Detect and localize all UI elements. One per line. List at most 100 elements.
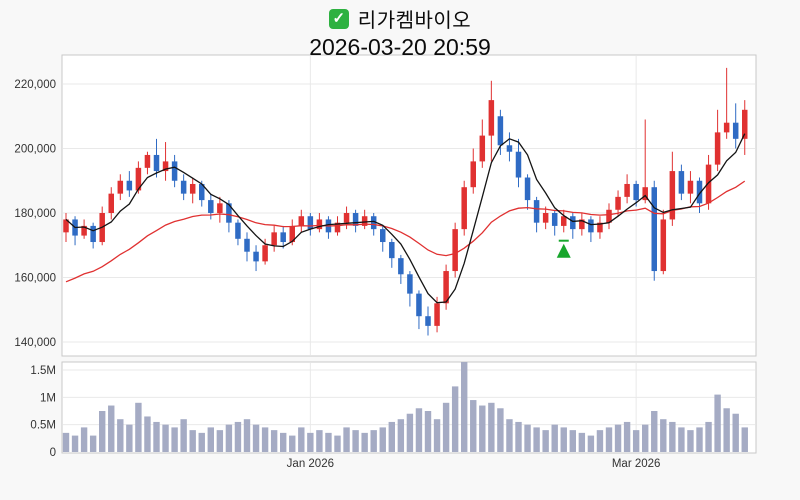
- candle-body: [361, 216, 368, 226]
- volume-bar: [162, 424, 169, 452]
- candle-body: [135, 167, 142, 191]
- ma-fast-line: [65, 133, 746, 304]
- volume-bar: [451, 386, 459, 452]
- candle-body: [452, 229, 458, 272]
- volume-bar: [198, 432, 205, 452]
- candle-body: [542, 213, 549, 223]
- candle-body: [316, 219, 323, 230]
- buy-signal-triangle-icon: [556, 239, 571, 258]
- chart-datetime: 2026-03-20 20:59: [309, 34, 491, 60]
- candle-body: [253, 251, 259, 262]
- volume-bar: [216, 430, 224, 452]
- volume-bar: [243, 419, 251, 452]
- candle-body: [280, 232, 286, 243]
- candle-body: [352, 213, 359, 226]
- candle-body: [307, 216, 314, 230]
- volume-bar: [741, 427, 748, 452]
- volume-bar: [433, 419, 441, 452]
- candle-body: [416, 293, 422, 317]
- candle-body: [171, 161, 178, 181]
- stock-name: 리가켐바이오: [357, 10, 472, 32]
- volume-bar: [189, 430, 196, 452]
- volume-bar: [524, 424, 531, 452]
- candle-body: [153, 154, 160, 172]
- volume-bar: [234, 421, 242, 452]
- candle-body: [189, 183, 196, 194]
- chart-header: ✓ 리가켐바이오 2026-03-20 20:59: [0, 0, 800, 61]
- candle-body: [334, 222, 341, 233]
- candle-body: [343, 213, 350, 223]
- volume-bar: [533, 427, 540, 452]
- candle-body: [479, 135, 486, 162]
- candle-body: [696, 180, 703, 204]
- volume-bar: [470, 400, 477, 452]
- candle-body: [669, 171, 676, 220]
- candle-body: [497, 116, 504, 146]
- volume-bar: [587, 435, 595, 452]
- candle-body: [434, 303, 440, 326]
- volume-bar: [207, 427, 214, 452]
- candle-body: [570, 216, 576, 230]
- volume-bar: [660, 419, 667, 452]
- volume-bar: [289, 435, 296, 452]
- candle-body: [370, 216, 377, 230]
- candle-body: [380, 229, 386, 243]
- volume-bar: [596, 430, 604, 452]
- date-tick-label: Jan 2026: [287, 458, 334, 470]
- candle-body: [579, 219, 585, 230]
- candle-body: [678, 171, 685, 194]
- candle-body: [389, 242, 395, 259]
- volume-bar: [497, 408, 504, 452]
- volume-tick-label: 1M: [40, 392, 56, 404]
- volume-bar: [99, 411, 106, 452]
- volume-bars-layer: [62, 362, 748, 452]
- volume-bar: [80, 427, 88, 452]
- price-tick-label: 140,000: [14, 337, 56, 349]
- candle-body: [506, 145, 513, 152]
- axis-labels: 220,000 200,000 180,000 160,000 140,000 1.5M 1…: [14, 79, 660, 470]
- price-tick-label: 180,000: [14, 208, 56, 220]
- volume-bar: [370, 430, 377, 452]
- volume-bar: [261, 427, 269, 452]
- volume-bar: [551, 424, 558, 452]
- volume-bar: [126, 424, 133, 452]
- candle-body: [687, 180, 694, 194]
- volume-bar: [705, 421, 712, 452]
- volume-bar: [714, 394, 721, 452]
- volume-tick-label: 1.5M: [30, 365, 56, 377]
- volume-bar: [316, 430, 323, 452]
- candle-body: [714, 132, 721, 165]
- volume-bar: [225, 424, 233, 452]
- candle-body: [588, 219, 594, 233]
- candle-body: [199, 183, 205, 201]
- volume-bar: [415, 408, 423, 452]
- candle-body: [633, 183, 639, 201]
- volume-bar: [687, 430, 694, 452]
- volume-bar: [461, 362, 468, 452]
- candle-body: [561, 216, 567, 226]
- volume-bar: [651, 411, 658, 452]
- volume-bar: [71, 435, 79, 452]
- candle-body: [208, 200, 214, 213]
- volume-bar: [569, 430, 576, 452]
- volume-bar: [488, 402, 495, 452]
- candle-body: [597, 222, 603, 233]
- candle-body: [226, 203, 232, 223]
- candle-body: [271, 232, 277, 246]
- volume-tick-label: 0.5M: [30, 420, 56, 432]
- candle-body: [407, 274, 413, 294]
- candle-body: [144, 154, 151, 168]
- price-panel: [61, 54, 757, 357]
- volume-bar: [678, 427, 685, 452]
- candle-body: [217, 203, 223, 213]
- candle-body: [524, 177, 531, 201]
- candle-body: [90, 225, 96, 243]
- volume-bar: [614, 424, 622, 452]
- title-row: ✓ 리가켐바이오: [0, 4, 800, 33]
- candle-body: [615, 196, 621, 210]
- volume-bar: [560, 427, 567, 452]
- candle-body: [642, 187, 648, 201]
- price-tick-label: 220,000: [14, 79, 56, 91]
